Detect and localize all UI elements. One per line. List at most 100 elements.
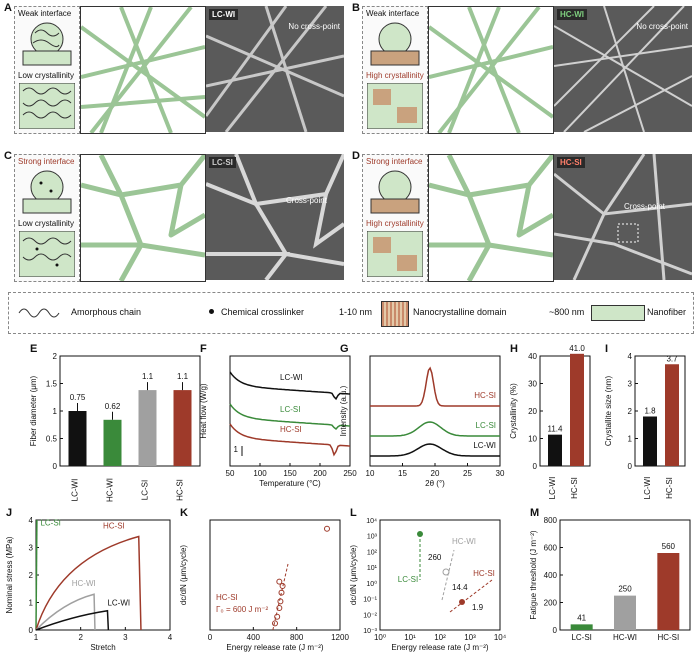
series-label-g-2: LC-WI (473, 441, 496, 450)
sem-note-d: Cross-point (624, 202, 665, 211)
ytick-label-h: 30 (528, 380, 537, 389)
panel-label-l: L (350, 507, 357, 519)
sem-image-b: HC-WI No cross-point (554, 6, 692, 132)
sem-note-c: Cross-point (286, 196, 327, 205)
ylabel-g: Intensity (a.u.) (339, 385, 348, 436)
series-label-g-1: LC-SI (476, 421, 496, 430)
xtick-label-g: 30 (496, 469, 505, 478)
ytick-label-l-4: 10¹ (367, 565, 378, 572)
ytick-label-i: 4 (628, 352, 633, 361)
panel-label-b: B (352, 2, 360, 14)
bar-e-lc-wi (68, 411, 87, 466)
series-j-lc-wi (35, 609, 110, 631)
panel-label-a: A (4, 2, 12, 14)
ytick-label-e: 0 (53, 462, 58, 471)
ytick-label-e: 2 (53, 352, 58, 361)
panel-label-f: F (200, 343, 207, 355)
sem-image-d: HC-SI Cross-point (554, 154, 692, 280)
xlabel-f: Temperature (°C) (259, 479, 321, 488)
legend-nanofiber: Nanofiber (647, 307, 687, 317)
series-label-j-2: HC-WI (72, 579, 96, 588)
interface-icon-b (370, 22, 420, 66)
category-label-i-1: HC-SI (665, 477, 674, 499)
bar-value-e-3: 1.1 (177, 372, 189, 381)
ytick-label-l-1: 10⁻² (363, 612, 377, 619)
network-c (80, 153, 207, 283)
panel-label-c: C (4, 150, 12, 162)
network-d (428, 153, 555, 283)
ylabel-h: Crystallinity (%) (509, 383, 518, 439)
ylabel-l: dc/dN (μm/cycle) (349, 545, 358, 606)
ytick-label-h: 0 (533, 462, 538, 471)
sem-note-a: No cross-point (288, 22, 340, 31)
xlabel-l: Energy release rate (J m⁻²) (391, 643, 488, 652)
interface-icon-d (370, 170, 420, 214)
point-k-6 (276, 578, 283, 585)
ylabel-e: Fiber diameter (μm) (29, 375, 38, 446)
panel-label-h: H (510, 343, 518, 355)
series-label-l-0: LC-SI (398, 575, 418, 584)
bar-value-e-1: 0.62 (105, 402, 121, 411)
xtick-label-l-2: 10² (434, 633, 446, 642)
interface-icon-c (22, 170, 72, 214)
fit-line-l-hc-si (449, 579, 493, 613)
bar-m-hc-si (657, 553, 680, 630)
interface-label-b: Weak interface (366, 9, 420, 18)
amorphous-icon-a (19, 83, 75, 129)
xtick-label-j: 1 (34, 633, 39, 642)
ytick-label-h: 10 (528, 435, 537, 444)
crystalline-icon-b (367, 83, 423, 129)
xtick-label-f: 150 (283, 469, 297, 478)
ylabel-k: dc/dN (μm/cycle) (179, 545, 188, 606)
xtick-label-k: 800 (290, 633, 304, 642)
category-label-e-0: LC-WI (71, 479, 80, 502)
ytick-label-h: 40 (528, 352, 537, 361)
bar-h-1 (570, 353, 584, 466)
series-g-lc-wi (370, 443, 500, 457)
point-k-7 (324, 525, 330, 532)
xtick-label-f: 100 (253, 469, 267, 478)
point-k-0 (272, 620, 278, 627)
point-k-1 (274, 613, 281, 620)
schematic-b: Weak interface High crystallinity (362, 6, 428, 134)
legend-amorphous: Amorphous chain (71, 307, 142, 317)
series-f-lc-si (229, 403, 351, 431)
ytick-label-e: 1.5 (46, 380, 58, 389)
xtick-label-j: 2 (78, 633, 83, 642)
series-label-f-1: LC-SI (280, 405, 300, 414)
series-label-f-2: HC-SI (280, 425, 302, 434)
panel-label-k: K (180, 507, 188, 519)
crosslinker-dot-icon (209, 309, 214, 314)
xtick-label-g: 20 (431, 469, 440, 478)
ytick-label-m: 800 (544, 516, 558, 525)
panel-label-m: M (530, 507, 539, 519)
series-label-l-1: HC-WI (452, 537, 476, 546)
amorphous-chain-icon (18, 308, 60, 318)
bar-e-hc-si (173, 390, 192, 466)
sem-image-c: LC-SI Cross-point (206, 154, 344, 280)
bar-value-h-0: 11.4 (548, 425, 564, 434)
xtick-label-f: 200 (313, 469, 327, 478)
xlabel-j: Stretch (90, 643, 115, 652)
fit-line-l-hc-wi (441, 549, 455, 601)
schematic-c: Strong interface Low crystallinity (14, 154, 80, 282)
bar-e-hc-wi (103, 419, 122, 466)
value-l-0: 260 (428, 553, 442, 562)
series-label-g-0: HC-SI (474, 391, 496, 400)
series-j-lc-si (35, 519, 38, 631)
bar-m-hc-wi (614, 595, 636, 630)
panel-label-e: E (30, 343, 37, 355)
ytick-label-l-0: 10⁻³ (363, 628, 377, 635)
series-g-hc-si (370, 366, 500, 407)
point-l-hc-si (459, 599, 465, 605)
legend-fiber-size: ~800 nm (549, 307, 585, 317)
category-label-e-2: LC-SI (141, 480, 150, 500)
sem-label-d: HC-SI (557, 157, 585, 168)
xtick-label-g: 15 (398, 469, 407, 478)
ytick-label-e: 1 (53, 407, 58, 416)
sem-image-a: LC-WI No cross-point (206, 6, 344, 132)
ytick-label-j: 0 (29, 626, 34, 635)
series-label-f-0: LC-WI (280, 373, 303, 382)
series-label-l-2: HC-SI (473, 569, 495, 578)
xtick-label-k: 400 (247, 633, 261, 642)
